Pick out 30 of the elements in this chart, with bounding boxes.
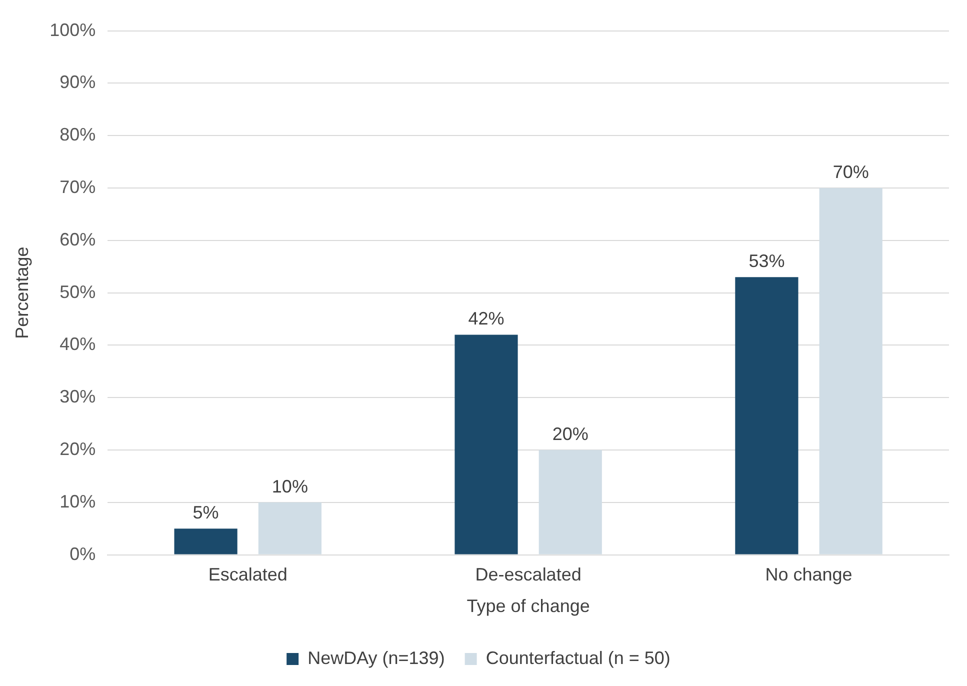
bar (735, 277, 798, 554)
y-tick-label: 50% (60, 282, 96, 302)
y-tick-label: 70% (60, 176, 96, 197)
y-tick-label: 30% (60, 386, 96, 407)
y-axis-title: Percentage (12, 246, 32, 339)
x-tick-label: Escalated (208, 564, 288, 585)
y-tick-label: 90% (60, 72, 96, 92)
data-label: 53% (748, 251, 785, 272)
bar (258, 502, 322, 554)
y-tick-label: 80% (60, 124, 96, 145)
y-tick-label: 100% (50, 20, 96, 40)
data-label: 20% (552, 424, 588, 444)
y-tick-label: 60% (60, 229, 96, 250)
y-tick-label: 40% (60, 334, 96, 354)
data-label: 5% (192, 502, 219, 523)
data-label: 70% (832, 162, 869, 182)
data-label: 42% (468, 308, 504, 329)
legend-label: Counterfactual (n = 50) (486, 648, 670, 668)
bar (174, 528, 238, 554)
y-tick-label: 10% (60, 491, 96, 512)
x-tick-label: No change (765, 564, 852, 585)
bar (454, 334, 518, 554)
legend-label: NewDAy (n=139) (308, 648, 445, 668)
data-label: 10% (272, 476, 308, 496)
y-tick-label: 20% (60, 438, 96, 459)
x-tick-label: De-escalated (475, 564, 582, 585)
bar (819, 188, 882, 554)
x-axis-title: Type of change (466, 596, 590, 616)
bar (538, 450, 602, 554)
y-tick-label: 0% (70, 544, 96, 564)
